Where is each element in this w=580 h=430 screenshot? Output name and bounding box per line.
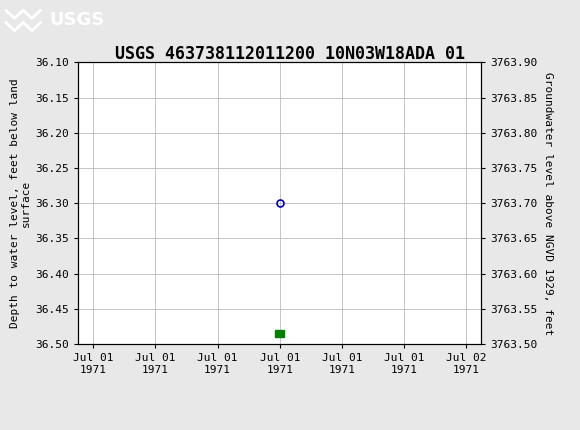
Text: USGS: USGS	[49, 12, 104, 29]
Bar	[276, 330, 284, 337]
Y-axis label: Groundwater level above NGVD 1929, feet: Groundwater level above NGVD 1929, feet	[543, 71, 553, 335]
Text: USGS 463738112011200 10N03W18ADA 01: USGS 463738112011200 10N03W18ADA 01	[115, 45, 465, 63]
Y-axis label: Depth to water level, feet below land
surface: Depth to water level, feet below land su…	[10, 78, 31, 328]
